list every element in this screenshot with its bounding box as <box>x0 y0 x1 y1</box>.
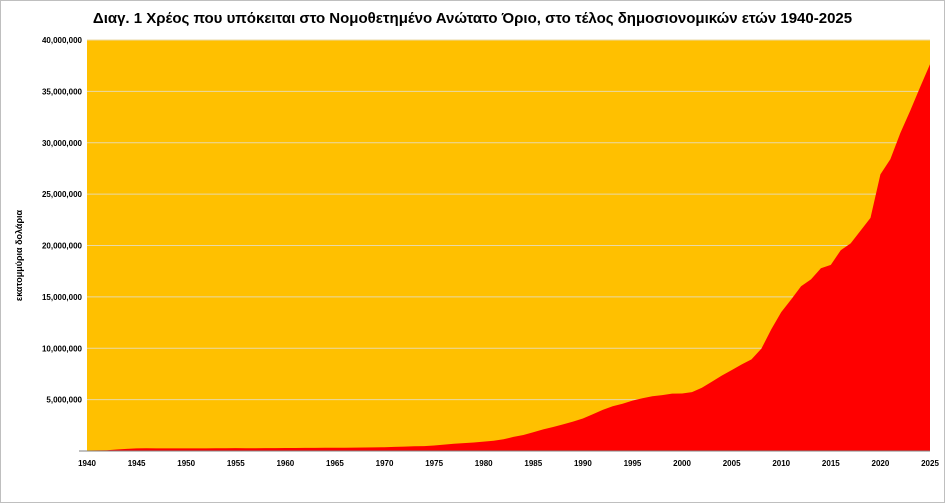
x-tick-label: 2000 <box>673 459 691 468</box>
x-tick-label: 1950 <box>177 459 195 468</box>
x-tick-label: 2005 <box>723 459 741 468</box>
x-tick-label: 1990 <box>574 459 592 468</box>
y-axis-tick-labels: 5,000,000 10,000,000 15,000,000 20,000,000 2… <box>42 36 83 405</box>
x-tick-label: 2015 <box>822 459 840 468</box>
y-tick-label: 10,000,000 <box>42 344 83 353</box>
y-tick-label: 20,000,000 <box>42 242 83 251</box>
x-axis-tick-labels: 1940 1945 1950 1955 1960 1965 1970 1975 1980 1985… <box>78 459 939 468</box>
y-axis-label: εκατομμύρια δολάρια <box>14 209 24 301</box>
x-tick-label: 1940 <box>78 459 96 468</box>
y-tick-label: 5,000,000 <box>46 396 82 405</box>
x-tick-label: 2025 <box>921 459 939 468</box>
x-tick-label: 1975 <box>425 459 443 468</box>
x-tick-label: 2010 <box>772 459 790 468</box>
y-tick-label: 35,000,000 <box>42 87 83 96</box>
x-tick-label: 1995 <box>624 459 642 468</box>
x-tick-label: 1965 <box>326 459 344 468</box>
y-tick-label: 40,000,000 <box>42 36 83 45</box>
x-tick-label: 1970 <box>376 459 394 468</box>
x-tick-label: 1985 <box>524 459 542 468</box>
y-tick-label: 30,000,000 <box>42 139 83 148</box>
gridlines <box>87 39 930 401</box>
y-tick-label: 15,000,000 <box>42 293 83 302</box>
x-tick-label: 1945 <box>128 459 146 468</box>
debt-area-series <box>87 64 930 451</box>
x-tick-label: 1960 <box>276 459 294 468</box>
x-tick-label: 1980 <box>475 459 493 468</box>
x-tick-label: 2020 <box>872 459 890 468</box>
chart-title: Διαγ. 1 Χρέος που υπόκειται στο Νομοθετη… <box>92 10 853 27</box>
y-tick-label: 25,000,000 <box>42 190 83 199</box>
x-tick-label: 1955 <box>227 459 245 468</box>
